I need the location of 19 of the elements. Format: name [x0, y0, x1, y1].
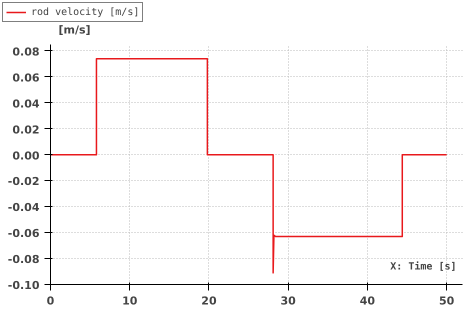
y-tick-label: 0.00 [12, 149, 40, 162]
x-tick-label: 30 [280, 294, 296, 308]
y-tick-label: -0.10 [8, 279, 40, 292]
y-tick-label: -0.08 [8, 253, 40, 266]
x-tick-label: 20 [201, 294, 217, 308]
y-tick-label: 0.08 [12, 45, 40, 58]
y-tick-label: -0.04 [8, 201, 40, 214]
y-tick-label: -0.06 [8, 227, 40, 240]
x-tick-label: 10 [122, 294, 138, 308]
x-tick-label: 0 [46, 294, 55, 308]
y-tick-label: -0.02 [8, 175, 40, 188]
x-tick-label: 40 [360, 294, 376, 308]
y-tick-label: 0.06 [12, 71, 40, 84]
y-tick-label: 0.02 [12, 123, 40, 136]
y-tick-label: 0.04 [12, 97, 40, 110]
y-axis-title: [m/s] [58, 24, 91, 36]
x-tick-label: 50 [439, 294, 455, 308]
legend-label: rod velocity [m/s] [31, 6, 140, 18]
x-axis-title: X: Time [s] [390, 260, 457, 272]
